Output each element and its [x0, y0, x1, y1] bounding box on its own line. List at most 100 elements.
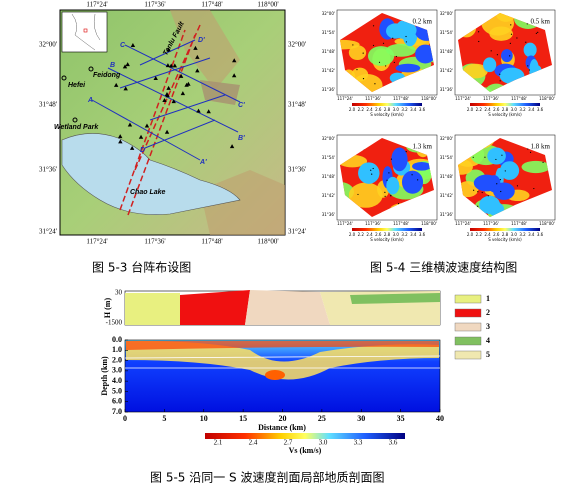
station — [166, 85, 171, 90]
station — [382, 42, 385, 44]
lon-tick: 117°36' — [483, 96, 499, 101]
station — [127, 122, 133, 127]
h-tick: 30 — [115, 289, 123, 297]
station — [535, 32, 537, 34]
station — [138, 134, 144, 139]
axis-label: Depth (km) — [100, 356, 109, 396]
colorbar-tick: 2.2 — [476, 232, 483, 237]
blob — [463, 63, 488, 79]
profile-label: D' — [198, 37, 205, 44]
lat-tick: 31°54' — [322, 30, 335, 35]
colorbar-tick: 3.4 — [528, 232, 535, 237]
lat-tick: 32°00' — [288, 41, 306, 49]
lon-tick: 118°00' — [257, 238, 278, 246]
lon-tick: 117°36' — [144, 1, 165, 9]
profile-label: C' — [238, 102, 245, 109]
lon-tick: 117°48' — [393, 96, 409, 101]
colorbar-tick: 3.2 — [519, 107, 526, 112]
lat-tick: 31°24' — [39, 228, 57, 236]
station — [388, 172, 390, 174]
station — [499, 73, 501, 75]
colorbar-tick: 3.2 — [519, 232, 526, 237]
depth-tick: 4.0 — [112, 376, 122, 385]
depth-tick: 6.0 — [112, 397, 122, 406]
station — [509, 42, 511, 44]
blob — [523, 42, 537, 58]
blob — [499, 161, 520, 180]
station — [144, 123, 150, 128]
blob — [487, 147, 506, 165]
lon-tick: 117°36' — [483, 221, 499, 226]
colorbar-tick: 2.0 — [349, 232, 356, 237]
station — [395, 55, 397, 58]
station — [526, 23, 528, 25]
station — [374, 83, 376, 85]
distance-tick: 0 — [123, 414, 127, 423]
station — [196, 108, 201, 113]
colorbar — [352, 228, 422, 231]
boundary — [124, 355, 441, 369]
caption: 图 5-5 沿同一 S 波速度剖面局部地质剖面图 — [150, 470, 384, 485]
lat-tick: 31°36' — [39, 166, 57, 174]
station — [510, 33, 513, 35]
station — [397, 202, 400, 205]
station — [473, 189, 475, 191]
legend-label: 2 — [486, 308, 490, 317]
lat-tick: 31°48' — [322, 174, 335, 179]
vs-tick: 2.7 — [284, 439, 293, 447]
station — [496, 183, 498, 185]
station — [171, 99, 176, 104]
station — [125, 62, 130, 67]
station — [168, 63, 174, 68]
hills — [200, 170, 285, 235]
low-velocity — [265, 370, 285, 380]
colorbar-tick: 2.6 — [375, 107, 382, 112]
station — [504, 170, 506, 172]
lat-tick: 31°54' — [440, 30, 453, 35]
station — [516, 185, 519, 187]
colorbar-tick: 2.2 — [358, 232, 365, 237]
depth-label: 0.2 km — [413, 18, 433, 26]
velocity-panel: 0.5 km 117°24' 117°36' 117°48' 118°00' 32°00'… — [440, 9, 556, 117]
colorbar-tick: 2.6 — [493, 232, 500, 237]
station — [113, 82, 119, 87]
colorbar-tick: 2.0 — [467, 107, 474, 112]
colorbar-tick: 3.0 — [393, 232, 400, 237]
lat-tick: 32°00' — [322, 11, 335, 16]
station — [352, 44, 354, 46]
depth-tick: 1.0 — [112, 345, 122, 354]
lat-tick: 32°00' — [440, 11, 453, 16]
profile-label: B — [110, 62, 115, 69]
station — [390, 158, 393, 160]
station — [386, 179, 388, 181]
vs-tick: 2.4 — [249, 439, 258, 447]
colorbar-tick: 2.4 — [366, 107, 373, 112]
blob — [489, 26, 513, 41]
blob — [501, 49, 513, 63]
station — [371, 173, 373, 175]
station — [510, 24, 512, 26]
colorbar-tick: 2.6 — [375, 232, 382, 237]
colorbar-tick: 2.8 — [384, 107, 391, 112]
unit-4 — [350, 293, 440, 304]
depth-label: 0.5 km — [531, 18, 551, 26]
colorbar-tick: 2.4 — [484, 232, 491, 237]
station — [405, 35, 407, 38]
depth-label: 1.8 km — [531, 143, 551, 151]
distance-tick: 20 — [279, 414, 287, 423]
colorbar-tick: 2.8 — [502, 107, 509, 112]
colorbar-tick: 2.0 — [349, 107, 356, 112]
station — [478, 40, 480, 43]
fault — [119, 24, 201, 216]
station — [477, 191, 479, 193]
lon-tick: 117°24' — [455, 96, 471, 101]
distance-tick: 10 — [200, 414, 208, 423]
lat-tick: 32°00' — [322, 136, 335, 141]
distance-tick: 40 — [436, 414, 444, 423]
blob — [493, 182, 515, 200]
blob — [415, 44, 434, 64]
legend-swatch — [454, 336, 482, 346]
unit-3 — [245, 290, 330, 325]
lon-tick: 117°48' — [511, 221, 527, 226]
station — [193, 45, 198, 50]
